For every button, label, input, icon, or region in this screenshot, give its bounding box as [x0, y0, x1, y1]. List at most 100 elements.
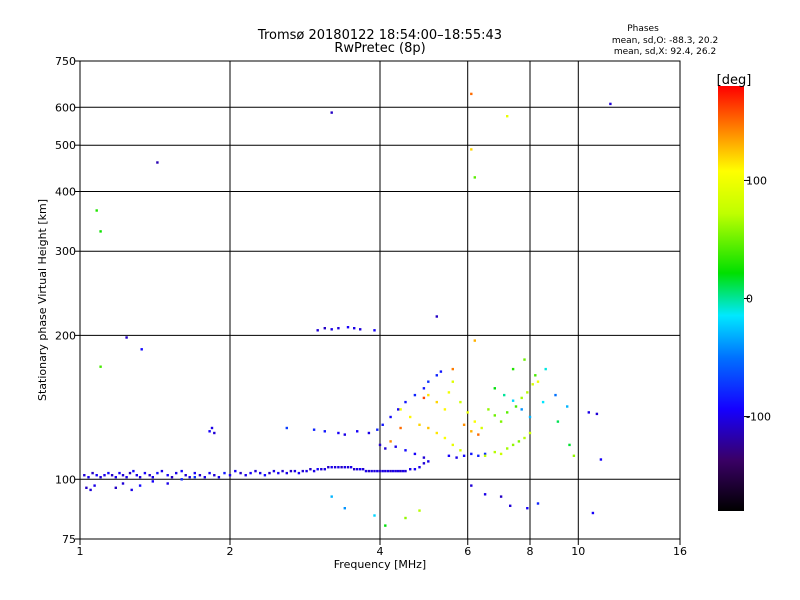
y-tick-label: 750	[55, 55, 76, 68]
data-point	[511, 399, 515, 402]
data-point	[509, 504, 512, 507]
colorbar-tick-label: 0	[746, 293, 753, 306]
data-point	[340, 466, 343, 469]
data-point	[175, 471, 178, 475]
data-point	[156, 161, 159, 164]
data-point	[413, 452, 417, 456]
data-point	[121, 474, 125, 477]
data-point	[451, 380, 454, 383]
data-point	[455, 456, 458, 459]
data-point	[156, 471, 159, 475]
data-point	[373, 514, 376, 517]
data-point	[470, 430, 473, 433]
x-tick-label: 10	[571, 545, 585, 558]
data-point	[536, 380, 540, 383]
data-point	[293, 469, 297, 473]
data-point	[506, 411, 509, 414]
data-point	[499, 452, 503, 456]
data-point	[493, 450, 496, 454]
data-point	[477, 433, 480, 436]
data-point	[277, 471, 280, 475]
data-point	[447, 454, 451, 457]
data-point	[364, 469, 368, 473]
data-point	[166, 482, 169, 485]
data-point	[193, 471, 196, 475]
data-point	[394, 445, 397, 448]
stats-line-o: mean, sd,O: -88.3, 20.2	[612, 36, 718, 46]
data-point	[439, 370, 443, 373]
data-point	[422, 462, 426, 465]
data-point	[389, 415, 392, 419]
data-point	[462, 454, 466, 457]
data-point	[427, 380, 430, 383]
data-point	[443, 436, 447, 440]
data-point	[473, 176, 476, 179]
data-point	[595, 412, 599, 416]
data-point	[528, 431, 532, 435]
data-point	[554, 393, 557, 397]
data-point	[333, 466, 337, 469]
data-point	[125, 476, 128, 479]
data-point	[180, 469, 183, 473]
data-point	[487, 408, 490, 411]
chart-title: Tromsø 20180122 18:54:00–18:55:43	[257, 28, 502, 43]
data-point	[599, 458, 603, 461]
data-point	[422, 387, 426, 390]
x-tick-label: 2	[227, 545, 234, 558]
data-point	[297, 471, 301, 475]
x-tick-label: 6	[464, 545, 471, 558]
data-point	[394, 469, 397, 473]
data-point	[466, 411, 469, 414]
x-tick-label: 16	[673, 545, 687, 558]
data-point	[373, 469, 376, 473]
grid-lines	[80, 61, 680, 539]
data-point	[389, 440, 392, 443]
y-axis-ticks: 75 100 200 300 400 500 600 750	[55, 55, 80, 546]
data-point	[370, 469, 373, 473]
data-point	[384, 469, 387, 473]
y-tick-label: 75	[62, 533, 76, 546]
data-point	[409, 468, 412, 471]
data-point	[135, 474, 138, 477]
data-point	[114, 476, 117, 479]
data-point	[422, 396, 426, 400]
data-point	[520, 408, 523, 411]
data-point	[591, 511, 595, 515]
data-point	[268, 471, 271, 475]
data-point	[323, 468, 326, 471]
data-point	[435, 374, 438, 377]
data-point	[353, 468, 356, 471]
data-point	[312, 469, 316, 473]
data-point	[526, 507, 529, 510]
data-point	[343, 433, 346, 436]
data-point	[413, 393, 417, 397]
data-point	[459, 400, 462, 404]
data-point	[316, 468, 319, 471]
colorbar-label: [deg]	[717, 73, 752, 88]
data-point	[330, 466, 333, 469]
data-point	[477, 454, 480, 457]
data-point	[531, 383, 534, 386]
data-point	[381, 469, 384, 473]
data-point	[376, 428, 379, 431]
data-point	[572, 454, 576, 457]
y-tick-label: 400	[55, 185, 76, 198]
data-point	[99, 230, 102, 233]
data-point	[118, 471, 121, 475]
data-point	[234, 469, 237, 473]
x-tick-label: 1	[77, 545, 84, 558]
data-point	[451, 443, 454, 447]
data-point	[418, 423, 421, 426]
data-point	[349, 466, 353, 469]
data-point	[330, 111, 333, 114]
data-point	[435, 400, 438, 404]
stats-line-x: mean, sd,X: 92.4, 26.2	[614, 47, 716, 57]
data-point	[228, 474, 232, 477]
data-point	[391, 469, 395, 473]
data-point	[404, 469, 407, 473]
data-point	[384, 447, 387, 450]
data-point	[138, 476, 142, 479]
data-point	[480, 426, 483, 430]
data-point	[213, 431, 216, 435]
data-point	[213, 474, 216, 477]
